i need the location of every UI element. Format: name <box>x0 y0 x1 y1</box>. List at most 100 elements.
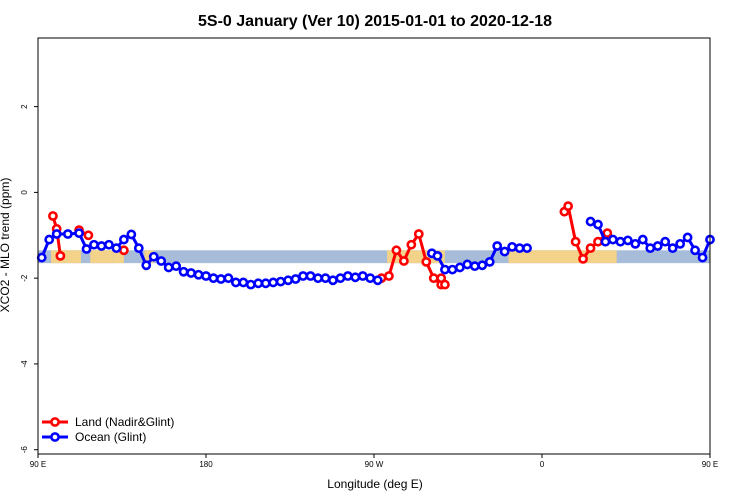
data-point <box>600 236 611 247</box>
data-point <box>216 274 226 284</box>
y-axis-ticks: 2 0 -2 -4 -6 <box>20 104 38 453</box>
data-point <box>126 229 137 240</box>
data-point <box>645 243 656 254</box>
data-point <box>148 251 159 262</box>
data-point <box>268 277 279 288</box>
data-point <box>83 230 94 241</box>
data-point <box>682 232 693 243</box>
y-tick-label: 2 <box>20 104 29 109</box>
data-point <box>593 219 603 230</box>
data-point <box>193 269 204 280</box>
data-point <box>563 201 574 212</box>
land-band-segment <box>112 250 124 264</box>
data-point <box>163 262 174 273</box>
data-point <box>238 277 249 288</box>
data-point <box>275 276 286 287</box>
data-point <box>320 273 331 284</box>
data-point <box>260 278 271 289</box>
data-point <box>313 273 323 284</box>
data-point <box>391 245 402 256</box>
data-point <box>602 228 613 239</box>
data-point <box>328 275 338 286</box>
data-point <box>585 243 596 254</box>
data-point <box>428 273 439 284</box>
x-tick-label: 180 <box>199 460 213 469</box>
data-point <box>413 229 424 239</box>
data-point <box>652 241 663 251</box>
land-band-segment <box>90 250 113 264</box>
data-point <box>622 235 633 246</box>
data-point <box>36 252 47 263</box>
data-point <box>384 271 394 281</box>
data-point <box>447 264 458 275</box>
data-point <box>96 241 107 251</box>
y-tick-label: -4 <box>20 360 29 368</box>
data-point <box>118 234 129 245</box>
land-band-segment <box>51 250 81 264</box>
data-point <box>697 252 708 263</box>
legend-label: Land (Nadir&Glint) <box>75 415 174 429</box>
data-point <box>186 268 196 278</box>
y-tick-label: -6 <box>20 446 29 454</box>
data-point <box>365 273 376 284</box>
data-point <box>74 228 84 239</box>
data-point <box>118 245 129 256</box>
data-point <box>406 239 417 250</box>
data-point <box>89 239 99 250</box>
y-tick-label: -2 <box>20 274 29 282</box>
data-point <box>690 245 700 256</box>
data-point <box>593 236 603 247</box>
data-point <box>245 279 256 290</box>
data-point <box>350 272 361 283</box>
data-point <box>223 273 234 284</box>
series-layer <box>36 201 715 290</box>
data-point <box>335 273 346 284</box>
data-point <box>585 216 596 227</box>
data-point <box>283 275 294 286</box>
data-point <box>432 250 443 261</box>
data-point <box>111 243 122 254</box>
legend-entry: Ocean (Glint) <box>42 430 146 444</box>
data-point <box>357 271 368 281</box>
legend-swatch-point <box>50 417 60 427</box>
data-point <box>615 236 626 247</box>
data-point <box>440 264 450 275</box>
data-point <box>55 250 66 261</box>
data-point <box>62 229 73 239</box>
data-point <box>637 234 648 245</box>
data-point <box>141 260 152 271</box>
data-point <box>440 279 450 290</box>
data-point <box>484 256 495 267</box>
data-point <box>630 238 641 249</box>
y-tick-label: 0 <box>20 190 29 195</box>
x-tick-label: 0 <box>540 460 545 469</box>
data-point <box>81 244 92 254</box>
data-point <box>104 239 114 250</box>
data-point <box>570 236 581 247</box>
x-axis-label: Longitude (deg E) <box>327 477 422 491</box>
data-point <box>51 229 62 239</box>
data-point <box>372 275 383 286</box>
data-point <box>675 238 686 249</box>
chart-title: 5S-0 January (Ver 10) 2015-01-01 to 2020… <box>198 13 552 30</box>
legend-entry: Land (Nadir&Glint) <box>42 415 174 429</box>
land-band-segment <box>508 250 617 264</box>
data-point <box>514 243 525 254</box>
x-axis-ticks: 90 E 180 90 W 0 90 E <box>30 454 718 469</box>
data-point <box>156 256 167 266</box>
data-point <box>290 274 301 284</box>
x-tick-label: 90 E <box>702 460 718 469</box>
data-point <box>492 241 503 251</box>
data-point <box>421 256 432 267</box>
data-point <box>253 278 264 289</box>
data-point <box>133 243 144 254</box>
x-tick-label: 90 W <box>365 460 384 469</box>
data-point <box>660 236 671 247</box>
data-point <box>171 261 182 272</box>
data-point <box>667 243 678 254</box>
data-point <box>178 266 189 277</box>
data-point <box>507 241 518 252</box>
data-point <box>201 271 211 281</box>
data-point <box>305 271 316 281</box>
